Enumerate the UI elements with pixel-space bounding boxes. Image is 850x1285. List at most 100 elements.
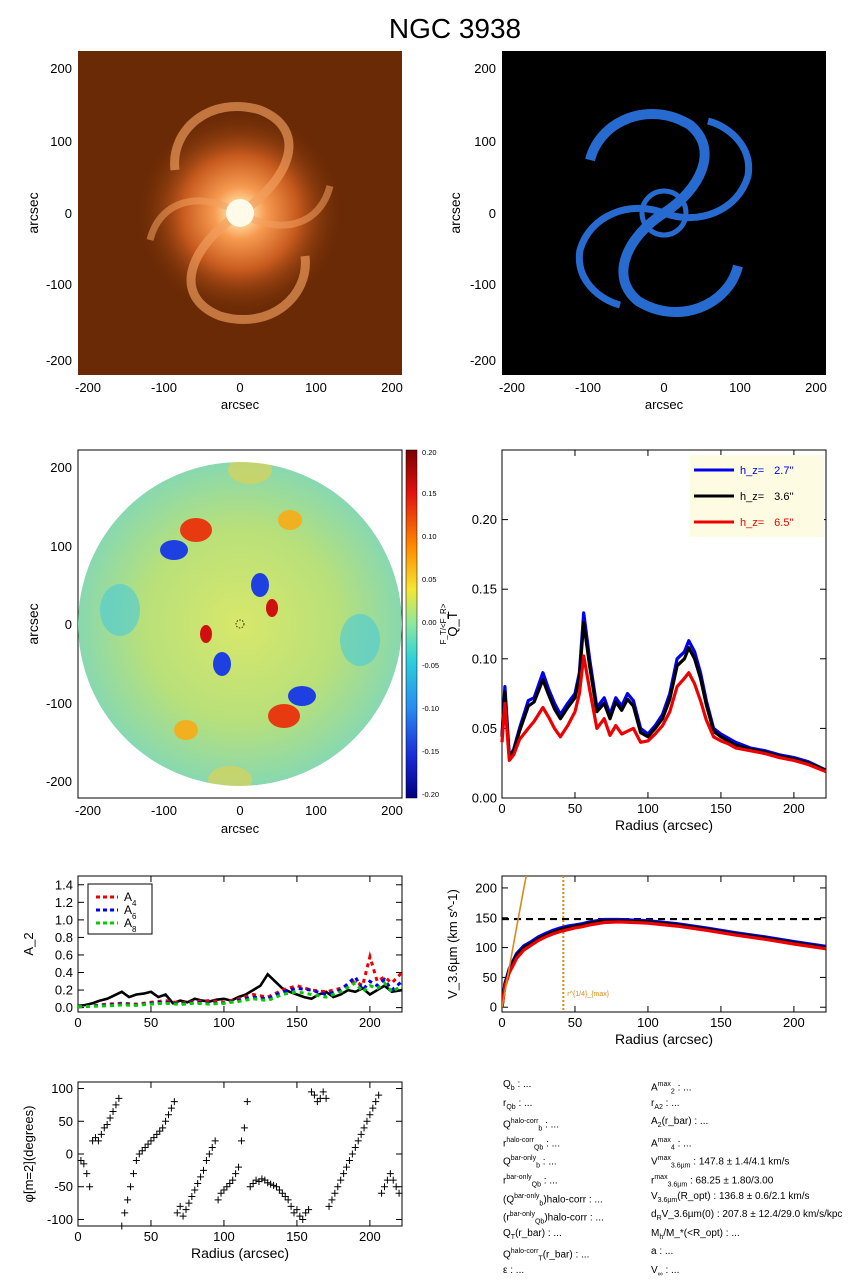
- a2-ytick-label: 1.0: [55, 912, 73, 927]
- force-ytick: 200: [50, 460, 72, 475]
- phi-scatter-point: [223, 1183, 231, 1191]
- colorbar-tick: 0.05: [422, 575, 437, 584]
- param-superscript: max: [657, 1081, 671, 1088]
- param-value: )halo-corr : ...: [544, 1212, 604, 1224]
- phi-scatter-point: [112, 1101, 120, 1109]
- a2-xtick-label: 150: [286, 1015, 308, 1030]
- phi-scatter-point: [138, 1147, 146, 1155]
- qt-chart: 0 50 100 150 200 0.00 0.05 0.10 0.15 0.20 Radius (…: [445, 449, 827, 833]
- phi-scatter-point: [386, 1170, 394, 1178]
- params-left-column: Qb : ... rQb : ... Qhalo-corrb : ... rhalo-…: [503, 1076, 604, 1281]
- phi-ytick-label: -100: [47, 1212, 73, 1227]
- vc-ytick-label: 200: [475, 880, 497, 895]
- phi-xtick-label: 50: [144, 1229, 158, 1244]
- force-ytick: -200: [46, 774, 72, 789]
- param-subscript: 2: [657, 1122, 662, 1130]
- param-symbol: A: [651, 1082, 658, 1094]
- optical-xtick: -200: [75, 380, 101, 395]
- phi-scatter-point: [217, 1189, 225, 1197]
- a2-ytick-label: 0.8: [55, 930, 73, 945]
- phi-scatter-point: [328, 1196, 336, 1204]
- param-subscript: b: [510, 1085, 515, 1092]
- param-value: : 147.8 ± 1.4/4.1 km/s: [690, 1156, 790, 1168]
- phi-scatter-point: [345, 1157, 353, 1165]
- optical-ylabel: arcsec: [25, 192, 41, 233]
- param-row: Qbar-onlyb : ...: [503, 1150, 604, 1169]
- force-ytick: -100: [46, 696, 72, 711]
- phi-scatter-point: [351, 1143, 359, 1151]
- param-subscript: 3.6µm: [667, 1181, 688, 1189]
- vc-rmax-label: r^{1/4}_{max}: [567, 991, 609, 998]
- param-superscript: bar-only: [509, 1211, 535, 1219]
- vc-xtick-label: 50: [568, 1015, 582, 1030]
- param-subscript: b: [539, 1199, 544, 1207]
- params-right-column: Amax2 : ... rA2 : ... A2(r_bar) : ... Amax4…: [651, 1076, 842, 1281]
- qt-series-line: [500, 621, 827, 772]
- a2-xtick-label: 200: [359, 1015, 381, 1030]
- colorbar-tick: 0.20: [422, 448, 437, 457]
- phi-scatter-point: [284, 1196, 292, 1204]
- param-symbol: d: [651, 1209, 657, 1221]
- param-value: V_3.6µm(0) : 207.8 ± 12.4/29.0 km/s/kpc: [661, 1209, 843, 1221]
- param-symbol: r: [503, 1138, 507, 1150]
- phi-ytick-label: 100: [51, 1081, 73, 1096]
- vc-ytick-label: 0: [490, 1000, 497, 1015]
- phi-scatter-point: [89, 1137, 97, 1145]
- param-value: : ...: [656, 1246, 674, 1258]
- param-row: QT(r_bar) : ...: [503, 1225, 604, 1244]
- param-value: : ...: [515, 1097, 533, 1109]
- qt-xtick-label: 100: [637, 801, 659, 816]
- force-y-axis: -200 -100 0 100 200 arcsec: [25, 460, 72, 789]
- residual-xtick: 200: [805, 380, 827, 395]
- param-subscript: 4: [670, 1144, 675, 1152]
- force-ytick: 100: [50, 539, 72, 554]
- phi-scatter-point: [188, 1193, 196, 1201]
- optical-ytick: 200: [50, 61, 72, 76]
- force-ylabel: arcsec: [25, 603, 41, 644]
- param-row: rbar-onlyQb : ...: [503, 1169, 604, 1188]
- vc-ytick-label: 150: [475, 910, 497, 925]
- param-value: : ...: [514, 1079, 532, 1090]
- phi-xtick-label: 150: [286, 1229, 308, 1244]
- phi-scatter-point: [127, 1183, 135, 1191]
- a2-series-line: [77, 951, 404, 1009]
- param-symbol: r: [651, 1097, 655, 1109]
- qt-legend-entry: h_z= 2.7'': [740, 465, 794, 477]
- phi-scatter-point: [235, 1163, 243, 1171]
- phi-scatter-point: [92, 1134, 100, 1142]
- param-subscript: ∞: [657, 1270, 663, 1278]
- param-value: : ...: [662, 1097, 680, 1109]
- phi-scatter-point: [150, 1134, 158, 1142]
- qt-xlabel: Radius (arcsec): [615, 817, 713, 833]
- param-value: : ...: [674, 1082, 692, 1094]
- a2-ytick-label: 0.4: [55, 965, 73, 980]
- force-map-center-marker: [235, 619, 245, 629]
- a2-legend-entry: A6: [124, 903, 137, 921]
- phi-scatter-point: [337, 1176, 345, 1184]
- phi-scatter-point: [232, 1170, 240, 1178]
- a2-ytick-label: 0.0: [55, 1000, 73, 1015]
- param-row: V3.6µm(R_opt) : 136.8 ± 0.6/2.1 km/s: [651, 1188, 842, 1207]
- qt-legend-entry: h_z= 6.5'': [740, 517, 794, 529]
- phi-scatter-point: [322, 1094, 330, 1102]
- a2-frame: [77, 875, 403, 1013]
- residual-spiral-arms: [575, 109, 753, 317]
- phi-scatter-point: [176, 1202, 184, 1210]
- phi-scatter-point: [159, 1124, 167, 1132]
- residual-ytick: 200: [474, 61, 496, 76]
- phi-scatter-point: [272, 1183, 280, 1191]
- phi-scatter-point: [106, 1114, 114, 1122]
- phi-scatter-point: [252, 1176, 260, 1184]
- optical-galaxy-disk: [135, 101, 345, 325]
- colorbar-tick: 0.10: [422, 532, 437, 541]
- phi-scatter-point: [103, 1121, 111, 1129]
- qt-frame: [501, 449, 827, 799]
- param-row: rhalo-corrQb : ...: [503, 1132, 604, 1151]
- param-symbol: r: [651, 1175, 655, 1187]
- phi-scatter-point: [229, 1176, 237, 1184]
- phi-scatter-point: [378, 1189, 386, 1197]
- param-row: Mh/M_*(<R_opt) : ...: [651, 1225, 842, 1244]
- phi-scatter-point: [83, 1170, 91, 1178]
- param-value: : ...: [662, 1264, 680, 1276]
- residual-xtick: -100: [575, 380, 601, 395]
